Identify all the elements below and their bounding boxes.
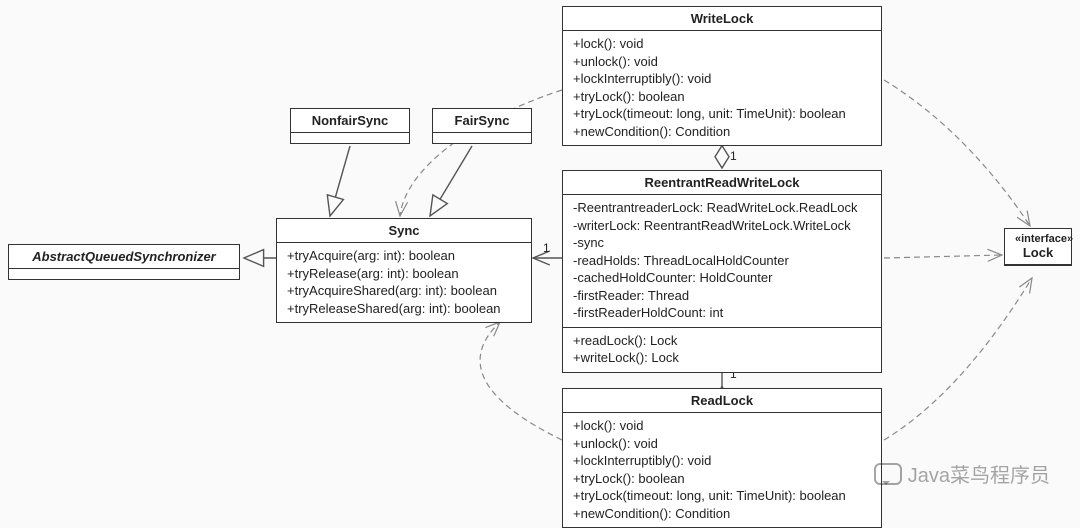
class-write-lock: WriteLock+lock(): void+unlock(): void+lo… xyxy=(562,6,882,146)
class-title: FairSync xyxy=(433,109,531,133)
class-member: +lockInterruptibly(): void xyxy=(573,452,871,470)
class-section-empty xyxy=(291,133,409,143)
class-member: -sync xyxy=(573,234,871,252)
watermark-text: Java菜鸟程序员 xyxy=(908,459,1050,488)
stereotype: «interface» xyxy=(1015,233,1061,245)
class-member: -writerLock: ReentrantReadWriteLock.Writ… xyxy=(573,217,871,235)
edge-nonfair-to-sync xyxy=(330,146,350,216)
class-title: AbstractQueuedSynchronizer xyxy=(9,245,239,269)
class-section: +lock(): void+unlock(): void+lockInterru… xyxy=(563,413,881,527)
class-title: Sync xyxy=(277,219,531,243)
class-member: +readLock(): Lock xyxy=(573,332,871,350)
class-member: +tryLock(timeout: long, unit: TimeUnit):… xyxy=(573,105,871,123)
interface-lock: «interface»Lock xyxy=(1004,228,1072,266)
class-section-empty xyxy=(9,269,239,279)
class-sync: Sync+tryAcquire(arg: int): boolean+tryRe… xyxy=(276,218,532,323)
class-member: +unlock(): void xyxy=(573,435,871,453)
class-read-lock: ReadLock+lock(): void+unlock(): void+loc… xyxy=(562,388,882,528)
class-member: -firstReader: Thread xyxy=(573,287,871,305)
class-section: +lock(): void+unlock(): void+lockInterru… xyxy=(563,31,881,145)
class-member: +lock(): void xyxy=(573,417,871,435)
class-title: «interface»Lock xyxy=(1005,229,1071,265)
class-member: +lockInterruptibly(): void xyxy=(573,70,871,88)
class-section: +tryAcquire(arg: int): boolean+tryReleas… xyxy=(277,243,531,322)
class-member: +tryAcquire(arg: int): boolean xyxy=(287,247,521,265)
edge-writelock-to-lock xyxy=(884,80,1030,226)
class-member: -firstReaderHoldCount: int xyxy=(573,304,871,322)
class-member: +tryLock(timeout: long, unit: TimeUnit):… xyxy=(573,487,871,505)
class-title: ReentrantReadWriteLock xyxy=(563,171,881,195)
class-member: +tryLock(): boolean xyxy=(573,470,871,488)
class-member: +writeLock(): Lock xyxy=(573,349,871,367)
class-section: +readLock(): Lock+writeLock(): Lock xyxy=(563,328,881,372)
class-fair-sync: FairSync xyxy=(432,108,532,144)
class-title: NonfairSync xyxy=(291,109,409,133)
class-member: -readHolds: ThreadLocalHoldCounter xyxy=(573,252,871,270)
class-member: +newCondition(): Condition xyxy=(573,505,871,523)
mult-sync: 1 xyxy=(543,241,550,255)
class-member: +lock(): void xyxy=(573,35,871,53)
class-nonfair-sync: NonfairSync xyxy=(290,108,410,144)
edge-readlock-to-lock xyxy=(884,278,1032,440)
watermark: Java菜鸟程序员 xyxy=(874,459,1050,488)
class-title: ReadLock xyxy=(563,389,881,413)
class-member: +tryRelease(arg: int): boolean xyxy=(287,265,521,283)
edge-fair-to-sync xyxy=(430,146,472,216)
class-member: +tryReleaseShared(arg: int): boolean xyxy=(287,300,521,318)
class-reentrant-read-write-lock: ReentrantReadWriteLock -ReentrantreaderLo… xyxy=(562,170,882,373)
class-member: +tryAcquireShared(arg: int): boolean xyxy=(287,282,521,300)
class-title: WriteLock xyxy=(563,7,881,31)
class-section: -ReentrantreaderLock: ReadWriteLock.Read… xyxy=(563,195,881,328)
edge-rrwl-to-lock xyxy=(884,255,1002,258)
class-member: +unlock(): void xyxy=(573,53,871,71)
class-member: +newCondition(): Condition xyxy=(573,123,871,141)
edge-readlock-to-sync xyxy=(480,322,562,440)
mult-writelock: 1 xyxy=(730,149,737,163)
class-section-empty xyxy=(433,133,531,143)
class-member: +tryLock(): boolean xyxy=(573,88,871,106)
class-aqs: AbstractQueuedSynchronizer xyxy=(8,244,240,280)
class-member: -ReentrantreaderLock: ReadWriteLock.Read… xyxy=(573,199,871,217)
class-member: -cachedHoldCounter: HoldCounter xyxy=(573,269,871,287)
